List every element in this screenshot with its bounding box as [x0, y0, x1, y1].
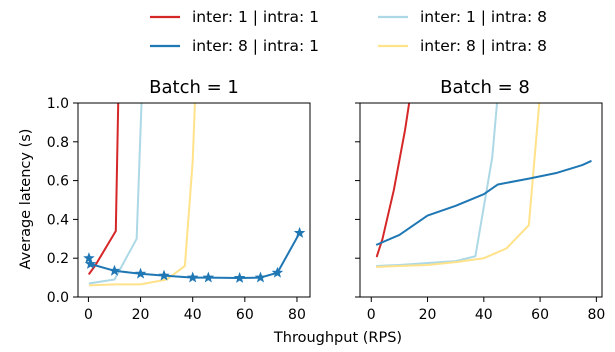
series-marker-3-10	[293, 226, 306, 238]
series-marker-3-5	[186, 271, 199, 283]
y-tick-label-3: 0.6	[47, 174, 69, 190]
series-marker-3-4	[158, 269, 170, 281]
axes-frame	[77, 102, 311, 298]
series-line-1	[88, 103, 143, 285]
series-line-0	[375, 103, 411, 258]
x-tick-label-4: 80	[288, 307, 306, 323]
y-axis-label: Average latency (s)	[18, 129, 34, 270]
y-tick-label-0: 0.0	[47, 290, 69, 306]
y-tick-label-2: 0.4	[47, 212, 69, 228]
series-marker-3-7	[233, 271, 246, 283]
panel-title-batch-1: Batch = 1	[149, 77, 239, 98]
y-tick-label-1: 0.2	[47, 251, 69, 267]
series-marker-3-9	[271, 266, 284, 278]
x-tick-label-3: 60	[236, 307, 254, 323]
x-tick-label-0: 0	[367, 307, 376, 323]
x-tick-label-2: 40	[184, 307, 202, 323]
y-tick-label-4: 0.8	[47, 135, 69, 151]
panel-title-batch-8: Batch = 8	[440, 77, 530, 98]
x-axis-label: Throughput (RPS)	[273, 330, 402, 346]
legend: inter: 1 | intra: 1 inter: 1 | intra: 8 …	[150, 8, 547, 55]
series-line-3	[87, 231, 301, 279]
legend-label-0: inter: 1 | intra: 1	[192, 8, 319, 26]
x-tick-label-1: 20	[419, 307, 437, 323]
series-line-0	[88, 103, 120, 275]
x-tick-label-2: 40	[475, 307, 493, 323]
series-group	[375, 103, 592, 268]
legend-label-1: inter: 1 | intra: 8	[420, 8, 547, 26]
series-line-2	[88, 103, 196, 287]
series-marker-3-0	[83, 252, 95, 264]
panel-batch-1: 0 20 40 60 80 0.0 0.2 0.4 0.6 0.8 1.0	[47, 96, 311, 323]
series-group	[83, 103, 306, 287]
x-tick-label-3: 60	[531, 307, 549, 323]
panel-batch-8: 0 20 40 60 80	[355, 102, 605, 323]
series-marker-3-2	[108, 264, 121, 276]
x-tick-label-4: 80	[587, 307, 605, 323]
series-marker-3-3	[134, 267, 147, 279]
series-marker-3-6	[202, 271, 215, 283]
series-line-3	[375, 160, 592, 246]
axes-frame	[359, 102, 603, 298]
series-marker-3-8	[254, 271, 267, 283]
x-tick-label-0: 0	[84, 307, 93, 323]
x-tick-label-1: 20	[132, 307, 150, 323]
legend-label-3: inter: 8 | intra: 8	[420, 37, 547, 55]
legend-label-2: inter: 8 | intra: 1	[192, 37, 319, 55]
series-marker-3-1	[84, 257, 97, 269]
y-tick-label-5: 1.0	[47, 96, 69, 112]
series-line-2	[375, 103, 541, 268]
